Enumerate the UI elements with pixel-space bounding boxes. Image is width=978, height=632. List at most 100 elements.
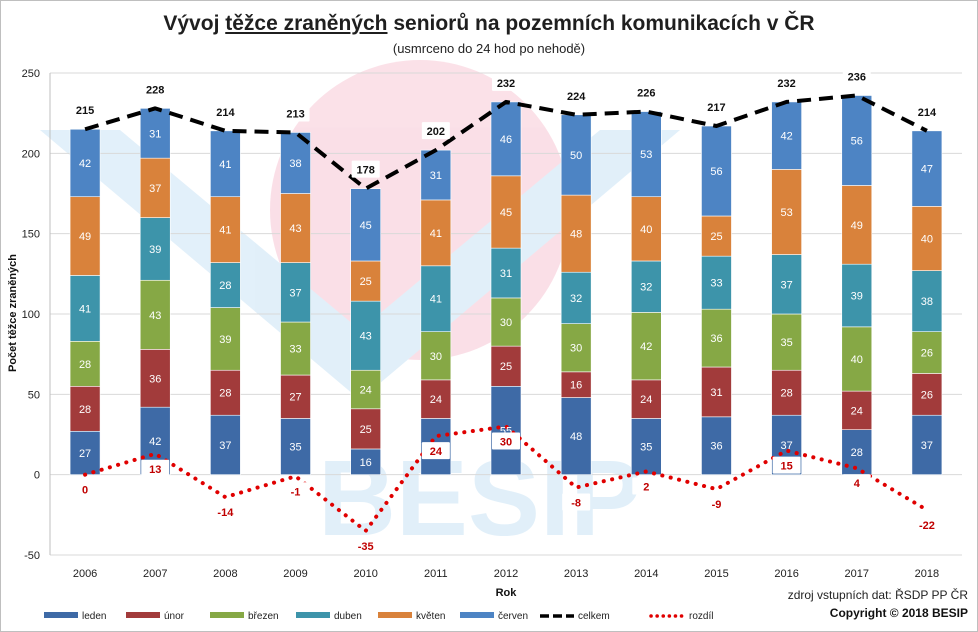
- x-tick-label: 2017: [845, 568, 869, 580]
- bar-segment: [139, 157, 171, 218]
- bar-segment: [631, 312, 662, 381]
- bar-segment: [631, 196, 662, 262]
- bar-segment: [560, 194, 592, 273]
- diff-label-bg: [281, 482, 310, 500]
- legend-swatch: [126, 612, 160, 618]
- segment-label: 27: [79, 448, 91, 460]
- legend-label: únor: [164, 611, 185, 622]
- x-tick-label: 2009: [283, 568, 307, 580]
- bar-segment: [701, 255, 732, 310]
- bar-segment: [701, 308, 732, 368]
- segment-label: 43: [360, 331, 372, 343]
- bar-segment: [350, 300, 381, 371]
- bar-segment: [841, 263, 873, 328]
- diff-label: 13: [149, 464, 161, 476]
- segment-label: 53: [780, 207, 792, 219]
- bar-segment: [631, 379, 662, 419]
- diff-label: -8: [571, 498, 581, 510]
- bar-stacks: [69, 95, 943, 475]
- total-label-bg: [141, 80, 170, 98]
- segment-label: 35: [640, 442, 652, 454]
- segment-label: 28: [851, 447, 863, 459]
- segment-label: 35: [780, 337, 792, 349]
- segment-label: 33: [289, 344, 301, 356]
- segment-label: 25: [360, 276, 372, 288]
- total-label: 213: [286, 108, 304, 120]
- bar-segment: [771, 369, 802, 416]
- segment-label: 24: [851, 405, 863, 417]
- segment-label: 38: [921, 296, 933, 308]
- bar-segment: [841, 185, 873, 265]
- segment-label: 30: [500, 317, 512, 329]
- total-label: 217: [707, 102, 725, 114]
- segment-label: 41: [79, 303, 91, 315]
- bar-segment: [420, 149, 452, 201]
- bar-segment: [631, 418, 662, 475]
- segment-label: 53: [640, 149, 652, 161]
- diff-label-bg: [351, 536, 380, 554]
- x-tick-label: 2006: [73, 568, 97, 580]
- bar-segment: [560, 397, 592, 475]
- total-label-bg: [211, 102, 240, 120]
- segment-label: 56: [710, 166, 722, 178]
- segment-label: 35: [289, 442, 301, 454]
- bar-segment: [771, 101, 802, 170]
- line-rozdíl: [83, 424, 929, 534]
- segment-label: 36: [710, 333, 722, 345]
- segment-label: 43: [149, 310, 161, 322]
- segment-label: 45: [360, 220, 372, 232]
- legend-swatch: [296, 612, 330, 618]
- x-tick-label: 2018: [915, 568, 939, 580]
- bar-segment: [350, 448, 381, 475]
- segment-label: 28: [219, 388, 231, 400]
- bar-segment: [69, 341, 101, 387]
- legend-label: duben: [334, 611, 362, 622]
- total-label-bg: [702, 98, 731, 116]
- legend-swatch: [210, 612, 244, 618]
- bar-segment: [771, 254, 802, 315]
- bar-segment: [280, 418, 311, 475]
- x-tick-label: 2012: [494, 568, 518, 580]
- segment-label: 25: [710, 231, 722, 243]
- legend-label: leden: [82, 611, 106, 622]
- diff-label-bg: [562, 493, 591, 511]
- diff-label-bg: [912, 516, 941, 534]
- total-label-bg: [912, 102, 941, 120]
- total-label-bg: [71, 101, 100, 119]
- segment-label: 42: [79, 158, 91, 170]
- segment-label: 25: [360, 424, 372, 436]
- bar-segment: [560, 271, 592, 324]
- segment-label: 37: [780, 440, 792, 452]
- bar-segment: [911, 331, 943, 374]
- bar-segment: [841, 390, 873, 430]
- diff-label: 0: [82, 485, 88, 497]
- bar-segment: [911, 270, 943, 332]
- x-tick-label: 2007: [143, 568, 167, 580]
- diff-label: 4: [854, 478, 861, 490]
- bar-segment: [911, 130, 943, 207]
- axes: Rok Počet těžce zraněných -5005010015020…: [7, 68, 939, 599]
- bar-segment: [911, 206, 943, 271]
- segment-label: 32: [570, 293, 582, 305]
- line-celkem: [84, 93, 928, 191]
- bar-segment: [69, 385, 101, 432]
- segment-label: 24: [430, 394, 442, 406]
- line-series: [83, 93, 929, 534]
- segment-label: 31: [149, 128, 161, 140]
- total-label-bg: [772, 73, 801, 91]
- total-label-bg: [492, 73, 520, 91]
- segment-label: 39: [851, 291, 863, 303]
- diff-label-bg: [702, 495, 731, 513]
- segment-label: 24: [360, 385, 372, 397]
- bar-segment: [210, 414, 241, 475]
- segment-label: 37: [921, 440, 933, 452]
- legend-label: březen: [248, 611, 279, 622]
- bar-segment: [911, 373, 943, 416]
- source-note: zdroj vstupních dat: ŘSDP PP ČR: [787, 588, 968, 602]
- diff-label-bg: [421, 442, 450, 460]
- bar-segment: [490, 247, 522, 299]
- bar-segment: [69, 275, 101, 342]
- bar-segment: [420, 331, 452, 381]
- bar-segment: [139, 279, 171, 350]
- legend-label: květen: [416, 611, 445, 622]
